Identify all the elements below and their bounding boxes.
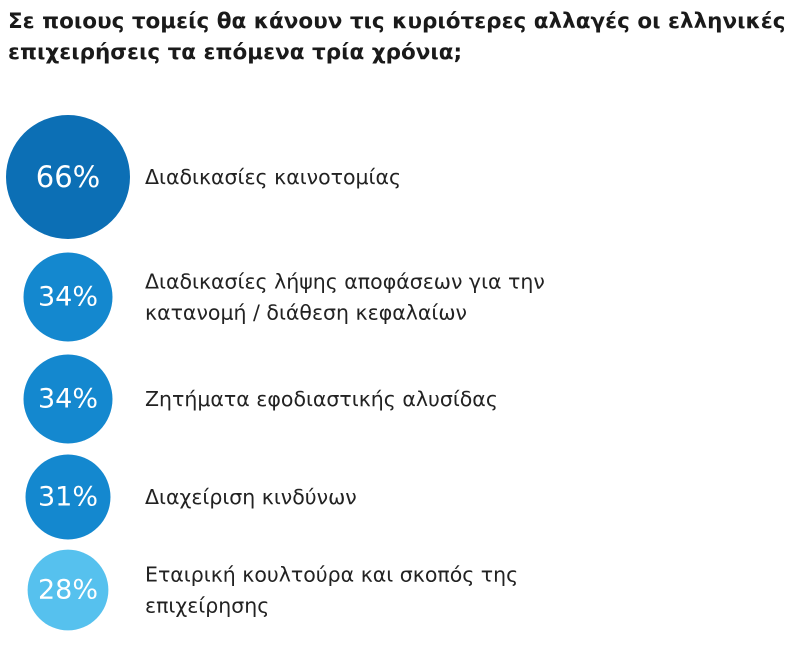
bubble-row: 28% Εταιρική κουλτούρα και σκοπός της επιχ… — [27, 549, 518, 631]
bubble-value-label: 31% — [38, 482, 98, 513]
bubble-category-label: Εταιρική κουλτούρα και σκοπός της — [145, 563, 518, 587]
bubble-row: 31% Διαχείριση κινδύνων — [25, 454, 357, 540]
bubble-circle — [23, 354, 113, 444]
bubble-circle — [27, 549, 109, 631]
bubble-value-label: 34% — [38, 282, 98, 313]
bubble-row: 34% Διαδικασίες λήψης αποφάσεων για την κα… — [23, 252, 545, 342]
bubble-category-label: Ζητήματα εφοδιαστικής αλυσίδας — [145, 387, 498, 411]
bubble-category-label: Διαδικασίες καινοτομίας — [145, 165, 401, 189]
bubble-category-label: επιχείρησης — [145, 594, 269, 618]
bubble-row: 66% Διαδικασίες καινοτομίας — [6, 115, 401, 239]
bubble-category-label: Διαδικασίες λήψης αποφάσεων για την — [145, 270, 545, 294]
bubble-value-label: 34% — [38, 384, 98, 415]
bubble-circle — [23, 252, 113, 342]
bubble-circle — [25, 454, 111, 540]
bubble-circle — [6, 115, 130, 239]
bubble-value-label: 66% — [36, 160, 100, 194]
bubble-value-label: 28% — [38, 575, 98, 606]
bubble-category-label: κατανομή / διάθεση κεφαλαίων — [145, 301, 467, 325]
bubble-row: 34% Ζητήματα εφοδιαστικής αλυσίδας — [23, 354, 498, 444]
chart-title: Σε ποιους τομείς θα κάνουν τις κυριότερε… — [8, 9, 786, 65]
bubble-category-label: Διαχείριση κινδύνων — [145, 485, 357, 509]
